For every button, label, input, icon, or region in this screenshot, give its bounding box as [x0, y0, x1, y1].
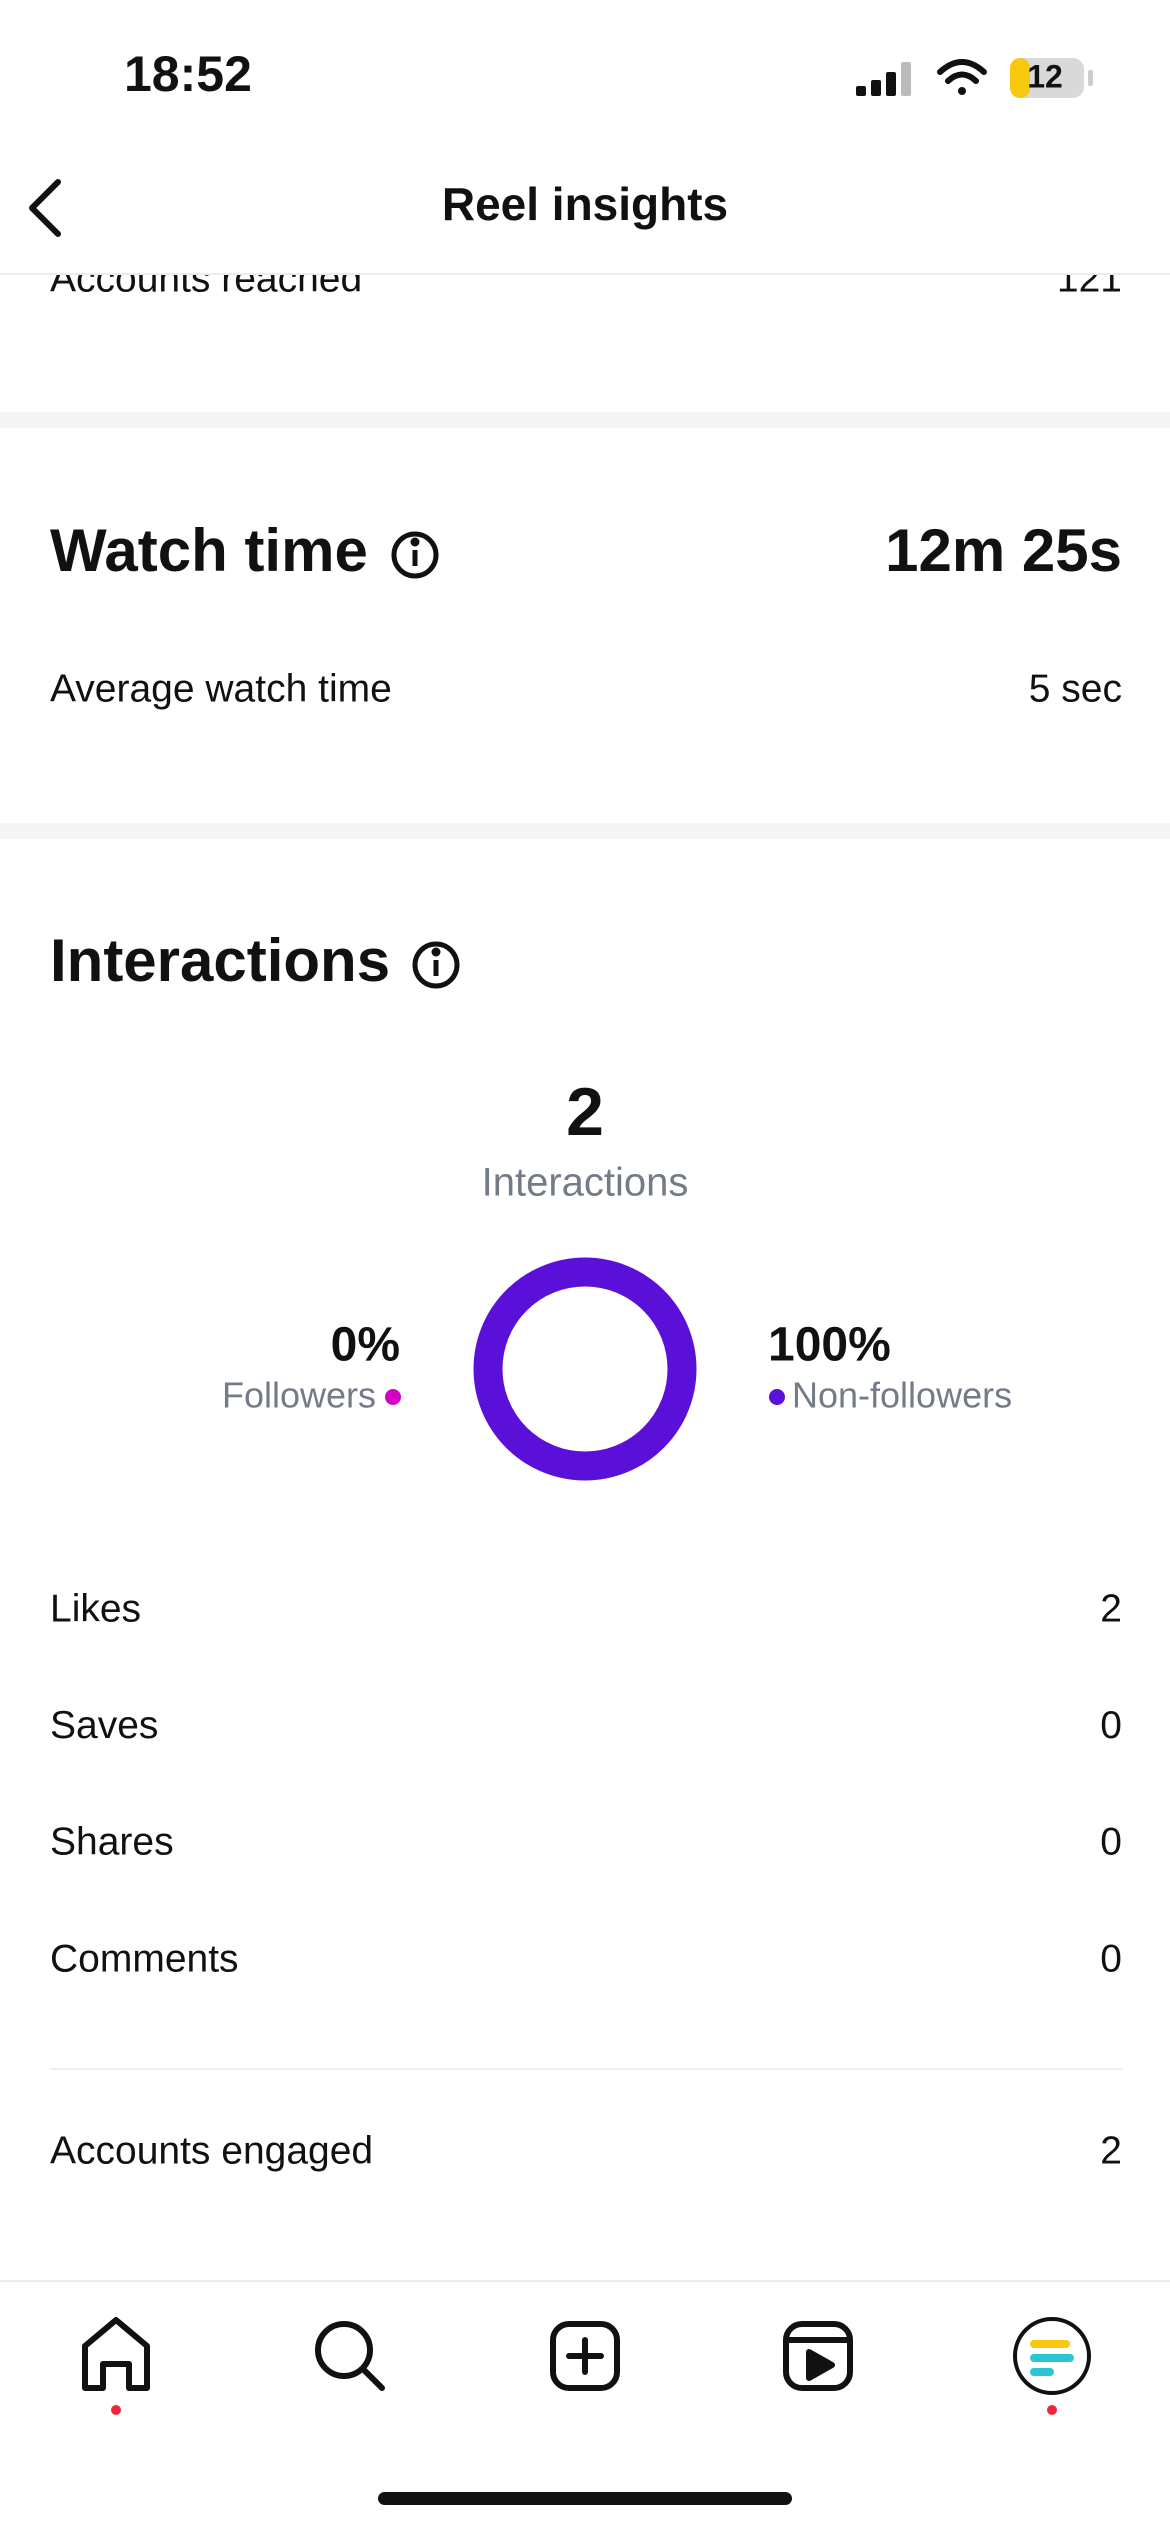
non-followers-dot [769, 1389, 785, 1405]
row-label: Saves [50, 1704, 158, 1747]
nav-profile[interactable] [1013, 2317, 1091, 2395]
top-bar [0, 0, 1170, 274]
notification-dot [1047, 2405, 1057, 2415]
row-value: 2 [1100, 1587, 1122, 1630]
section-separator [0, 823, 1170, 839]
row-label: Average watch time [50, 667, 392, 710]
interactions-total-label: Interactions [482, 1161, 689, 1205]
home-indicator [378, 2492, 792, 2505]
non-followers-label: Non-followers [792, 1375, 1012, 1416]
row-label: Comments [50, 1937, 239, 1980]
back-button[interactable] [29, 179, 61, 237]
watch-time-title: Watch time [50, 517, 368, 584]
interactions-title: Interactions [50, 927, 390, 994]
donut-ring [473, 1257, 697, 1481]
nav-reels[interactable] [783, 2321, 853, 2391]
nav-home[interactable] [82, 2317, 150, 2391]
section-separator [0, 412, 1170, 428]
followers-label: Followers [222, 1375, 376, 1416]
row-value: 0 [1100, 1704, 1122, 1747]
followers-percent: 0% [331, 1319, 400, 1372]
row-label: Likes [50, 1587, 141, 1630]
interactions-total: 2 [566, 1074, 604, 1150]
info-icon[interactable] [391, 531, 439, 579]
header-title: Reel insights [442, 178, 728, 230]
row-label: Accounts engaged [50, 2129, 373, 2172]
battery-level: 12 [1027, 58, 1063, 94]
notification-dot [111, 2405, 121, 2415]
nav-search[interactable] [315, 2321, 385, 2391]
followers-dot [385, 1389, 401, 1405]
row-value: 0 [1100, 1937, 1122, 1980]
nav-create[interactable] [550, 2321, 620, 2391]
wifi-icon [937, 59, 987, 95]
interaction-rows: Likes 2 Saves 0 Shares 0 Comments 0 [50, 1587, 1122, 1980]
row-label: Shares [50, 1821, 174, 1864]
row-value: 2 [1100, 2129, 1122, 2172]
row-value: 0 [1100, 1821, 1122, 1864]
row-value: 5 sec [1029, 667, 1122, 710]
watch-time-total: 12m 25s [885, 517, 1122, 584]
signal-icon [856, 62, 911, 96]
status-time: 18:52 [124, 46, 252, 102]
battery-icon: 12 [1010, 58, 1093, 98]
info-icon[interactable] [412, 941, 460, 989]
non-followers-percent: 100% [768, 1319, 891, 1372]
